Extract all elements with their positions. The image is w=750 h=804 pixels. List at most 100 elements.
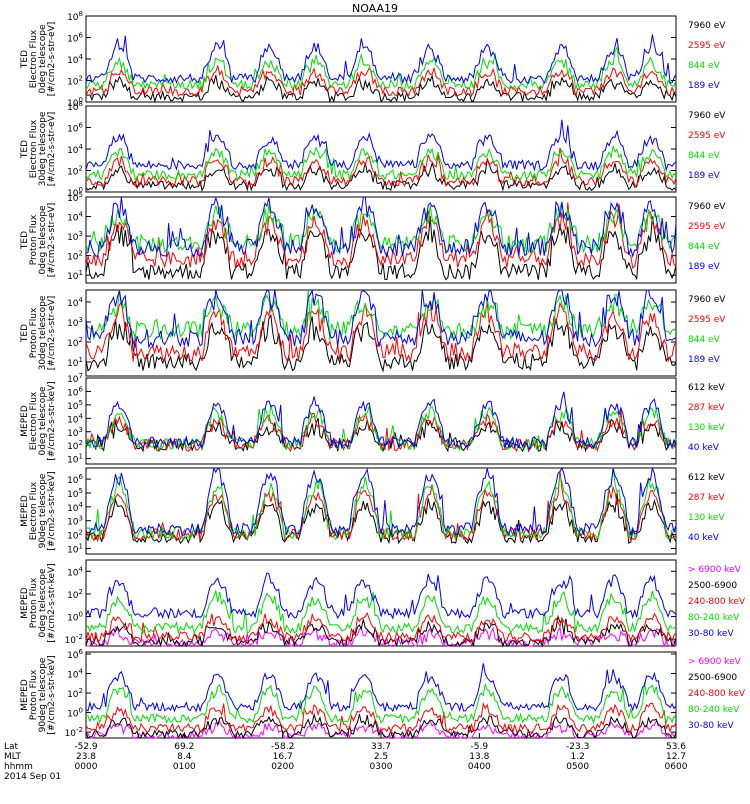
x-tick-label: 0300 (370, 762, 393, 772)
series-line-4 (85, 391, 677, 450)
x-tick-label: 8.4 (177, 752, 192, 762)
x-tick-label: 2.5 (374, 752, 388, 762)
y-tick-label: 101 (67, 269, 83, 282)
panel-frame (85, 105, 677, 193)
panel-3: 101 102 103 104 105 TEDProton Flux0deg telesc… (20, 191, 726, 284)
panel-frame (85, 196, 677, 284)
y-tick-label: 104 (67, 53, 83, 66)
series-line-1 (85, 418, 677, 453)
legend-entry: 2595 eV (688, 315, 726, 325)
legend-entry: 130 keV (688, 423, 725, 433)
series-line-2 (85, 64, 677, 98)
x-row-label: hhmm (4, 762, 33, 772)
series-line-5 (85, 663, 677, 713)
legend-entry: 189 eV (688, 262, 721, 272)
legend-entry: 844 eV (688, 242, 721, 252)
x-tick-label: 0500 (566, 762, 589, 772)
x-row-label: Lat (4, 742, 19, 752)
y-tick-label: 107 (67, 372, 83, 385)
y-axis-label: MEPEDProton Flux0deg telescope[#/cm2-s-s… (20, 563, 57, 642)
panel-1: 100 102 104 106 108 TEDElectron Flux0deg tele… (20, 10, 726, 109)
x-tick-label: 0000 (75, 762, 98, 772)
y-tick-label: 105 (67, 191, 83, 204)
y-axis-label: MEPEDElectron Flux0deg telescope[#/cm2-s… (20, 381, 57, 460)
y-tick-label: 102 (67, 165, 83, 178)
legend-entry: 612 keV (688, 473, 725, 483)
series-line-3 (85, 202, 677, 254)
legend-entry: 7960 eV (688, 111, 726, 121)
legend-entry: 240-800 keV (688, 689, 746, 699)
y-tick-label: 103 (67, 426, 83, 439)
y-tick-label: 104 (67, 211, 83, 224)
legend-entry: 844 eV (688, 151, 721, 161)
legend-entry: 287 keV (688, 403, 725, 413)
x-tick-label: 0600 (665, 762, 688, 772)
series-line-3 (85, 701, 677, 734)
x-tick-label: -58.2 (271, 742, 294, 752)
legend-entry: 844 eV (688, 61, 721, 71)
x-tick-label: -52.9 (74, 742, 98, 752)
legend-entry: 80-240 keV (688, 613, 740, 623)
y-tick-label: 104 (67, 668, 83, 681)
panel-frame (85, 289, 677, 377)
series-line-4 (85, 288, 677, 349)
series-line-2 (85, 614, 677, 648)
y-tick-label: 104 (67, 296, 83, 309)
y-tick-label: 10-2 (65, 633, 83, 646)
legend-entry: 7960 eV (688, 202, 726, 212)
series-line-2 (85, 202, 677, 269)
series-line-4 (85, 681, 677, 725)
legend-entry: 844 eV (688, 335, 721, 345)
x-tick-label: 33.7 (371, 742, 391, 752)
x-tick-label: 16.7 (273, 752, 293, 762)
y-tick-label: 103 (67, 316, 83, 329)
y-tick-label: 106 (67, 473, 83, 486)
y-tick-label: 104 (67, 412, 83, 425)
legend-entry: 130 keV (688, 513, 725, 523)
y-tick-label: 106 (67, 385, 83, 398)
legend-entry: 40 keV (688, 443, 720, 453)
legend-entry: 40 keV (688, 533, 720, 543)
y-tick-label: 106 (67, 32, 83, 45)
series-line-3 (85, 45, 677, 91)
y-tick-label: 100 (67, 611, 83, 624)
y-tick-label: 102 (67, 529, 83, 542)
x-row-label: MLT (4, 752, 22, 762)
y-tick-label: 104 (67, 501, 83, 514)
y-tick-label: 101 (67, 356, 83, 369)
legend-entry: 30-80 keV (688, 721, 734, 731)
legend-entry: 7960 eV (688, 21, 726, 31)
legend-entry: 30-80 keV (688, 629, 734, 639)
y-tick-label: 102 (67, 75, 83, 88)
series-line-1 (86, 625, 677, 648)
x-tick-label: -23.3 (566, 742, 589, 752)
series-line-4 (85, 196, 677, 259)
legend-entry: 2500-6900 (688, 581, 737, 591)
panel-frame (85, 651, 677, 739)
series-line-1 (85, 313, 677, 373)
y-tick-label: 102 (67, 250, 83, 263)
date-label: 2014 Sep 01 (4, 772, 61, 782)
y-tick-label: 103 (67, 230, 83, 243)
panel-8: 10-2 100 102 104 106 MEPEDProton Flux90deg te… (20, 648, 746, 740)
legend-entry: 2595 eV (688, 222, 726, 232)
series-line-3 (85, 611, 677, 644)
y-tick-label: 108 (67, 100, 83, 113)
y-tick-label: 100 (67, 707, 83, 720)
y-tick-label: 102 (67, 588, 83, 601)
x-tick-label: 53.6 (666, 742, 686, 752)
y-tick-label: 106 (67, 122, 83, 135)
chart-title: NOAA19 (352, 2, 398, 15)
series-line-4 (85, 34, 677, 85)
y-tick-label: 100 (67, 96, 83, 109)
series-line-1 (85, 73, 677, 104)
y-tick-label: 104 (67, 565, 83, 578)
y-axis-label: TEDProton Flux0deg telescope[#/cm2-s-str… (20, 203, 57, 278)
y-axis-label: MEPEDElectron Flux90deg telescope[#/cm2-… (20, 471, 57, 550)
x-tick-label: 1.2 (571, 752, 585, 762)
panel-4: 101 102 103 104 TEDProton Flux30deg telescop… (20, 288, 726, 377)
y-axis-label: TEDProton Flux30deg telescope[#/cm2-s-st… (20, 295, 57, 370)
